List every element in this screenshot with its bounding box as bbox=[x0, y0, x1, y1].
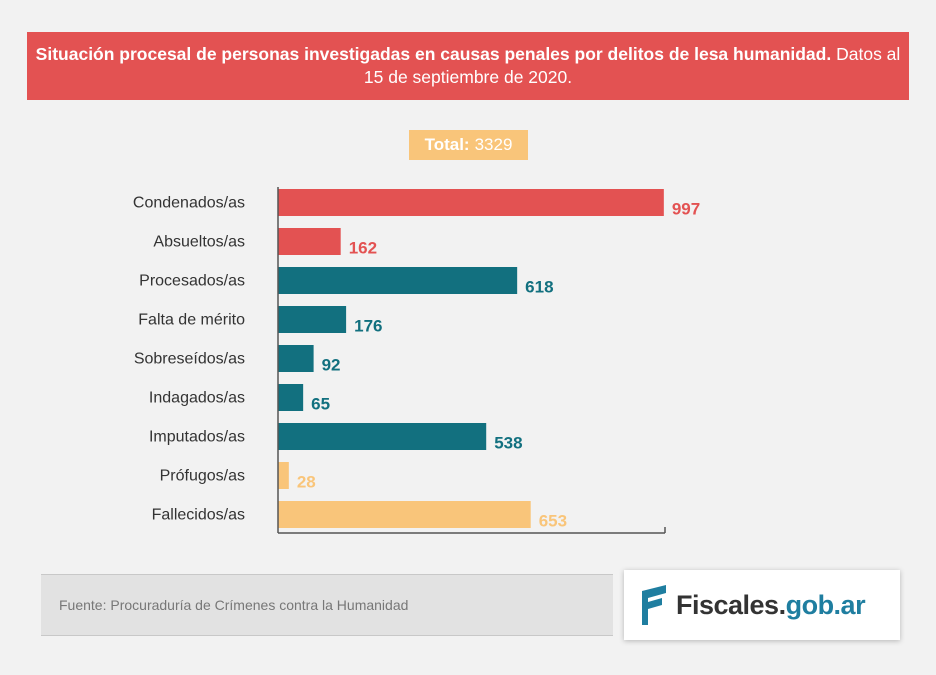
chart-title-bold: Situación procesal de personas investiga… bbox=[35, 44, 832, 64]
category-label-3: Falta de mérito bbox=[138, 312, 245, 329]
bar-2 bbox=[278, 267, 518, 294]
value-label-6: 538 bbox=[494, 434, 522, 453]
category-label-8: Fallecidos/as bbox=[152, 507, 245, 524]
source-footer: Fuente: Procuraduría de Crímenes contra … bbox=[41, 574, 613, 636]
total-value: 3329 bbox=[474, 135, 513, 154]
value-label-8: 653 bbox=[539, 512, 567, 531]
logo-text-main: Fiscales. bbox=[676, 589, 786, 620]
value-label-5: 65 bbox=[311, 395, 330, 414]
bar-chart: Condenados/as 997 Absueltos/as 162 Procesado… bbox=[133, 187, 700, 534]
title-banner: Situación procesal de personas investiga… bbox=[27, 32, 909, 100]
value-label-0: 997 bbox=[672, 200, 700, 219]
category-label-6: Imputados/as bbox=[149, 429, 245, 446]
chart-title: Situación procesal de personas investiga… bbox=[27, 43, 909, 89]
chart-title-date: Datos al 15 de septiembre de 2020. bbox=[363, 44, 901, 87]
category-label-7: Prófugos/as bbox=[160, 468, 245, 485]
bar-3 bbox=[278, 306, 347, 333]
bar-0 bbox=[278, 189, 664, 216]
category-label-5: Indagados/as bbox=[149, 390, 245, 407]
bar-1 bbox=[278, 228, 341, 255]
bar-4 bbox=[278, 345, 314, 372]
category-label-1: Absueltos/as bbox=[153, 234, 245, 251]
category-label-2: Procesados/as bbox=[139, 273, 245, 290]
category-label-4: Sobreseídos/as bbox=[134, 351, 245, 368]
category-label-0: Condenados/as bbox=[133, 195, 245, 212]
logo-text: Fiscales.gob.ar bbox=[676, 589, 866, 621]
value-label-3: 176 bbox=[354, 317, 382, 336]
value-label-7: 28 bbox=[297, 473, 316, 492]
total-label: Total: bbox=[424, 135, 470, 154]
bar-7 bbox=[278, 462, 289, 489]
value-label-1: 162 bbox=[349, 239, 377, 258]
bar-5 bbox=[278, 384, 304, 411]
total-badge: Total: 3329 bbox=[409, 130, 528, 160]
value-label-2: 618 bbox=[525, 278, 553, 297]
value-label-4: 92 bbox=[322, 356, 341, 375]
fiscales-logo[interactable]: Fiscales.gob.ar bbox=[624, 570, 900, 640]
source-text: Fuente: Procuraduría de Crímenes contra … bbox=[59, 597, 409, 613]
logo-text-domain: gob.ar bbox=[785, 589, 866, 620]
fiscales-flag-icon bbox=[642, 585, 666, 625]
bar-8 bbox=[278, 501, 531, 528]
bar-6 bbox=[278, 423, 487, 450]
